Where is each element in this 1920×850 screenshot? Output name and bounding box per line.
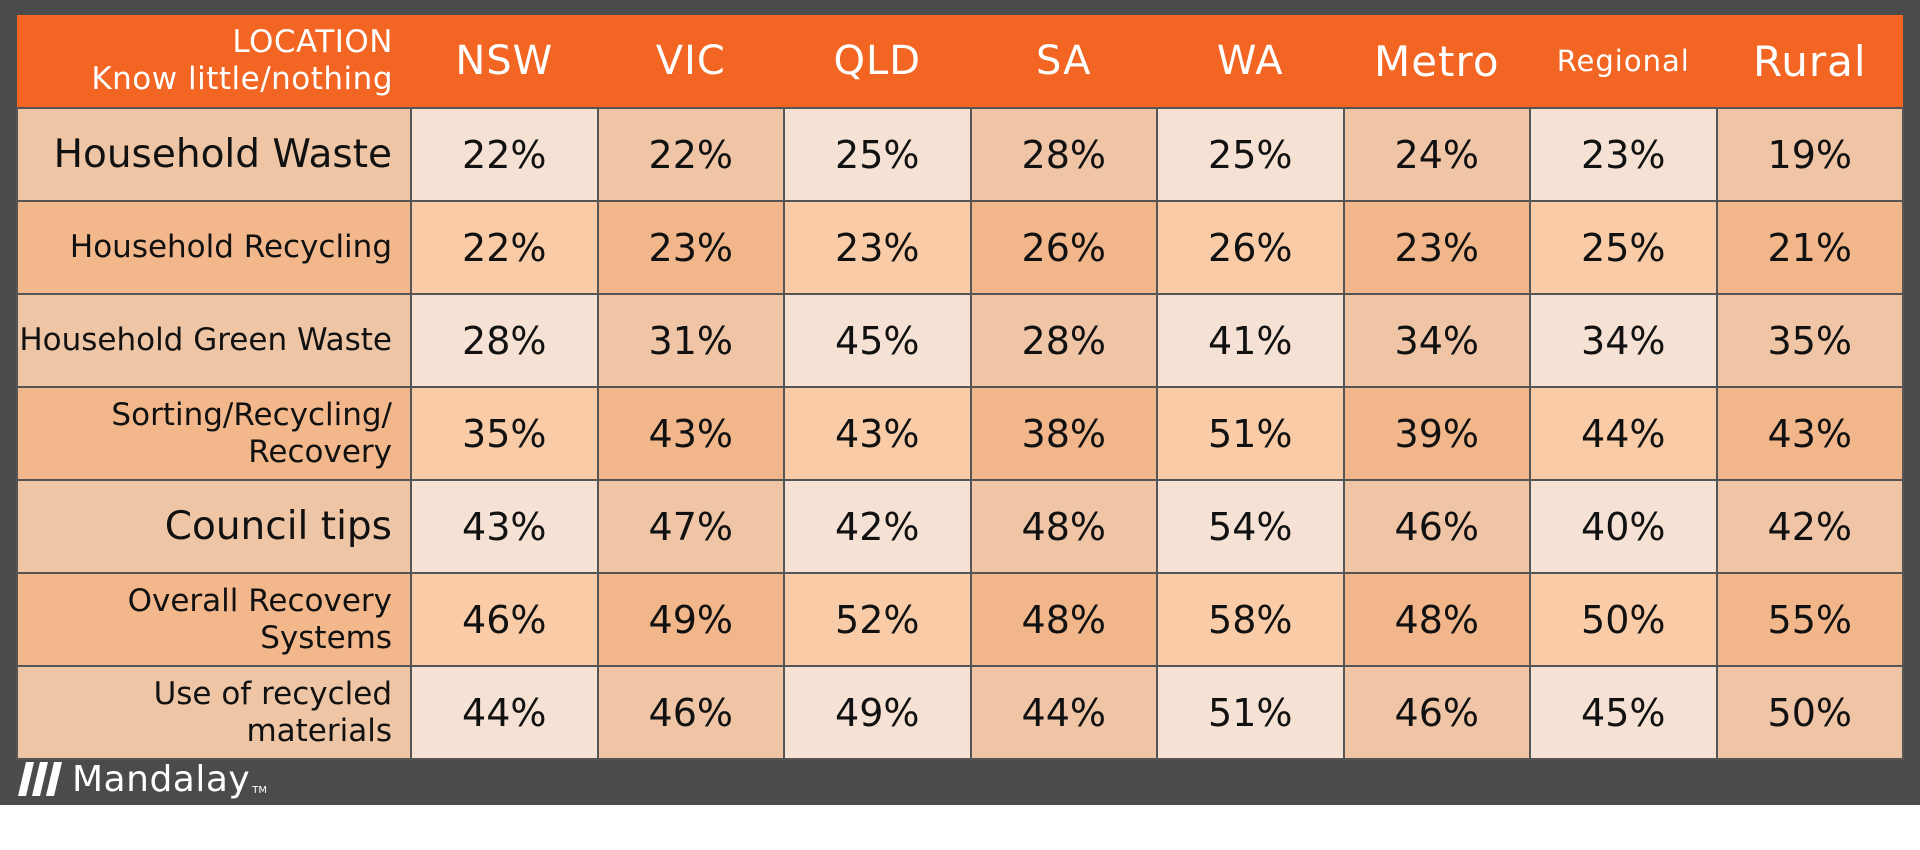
table-row: Overall Recovery Systems 46% 49% 52% 48% 58% 4… (16, 572, 1904, 667)
corner-line-metric: Know little/nothing (91, 61, 393, 97)
table-row: Household Waste 22% 22% 25% 28% 25% 24% 23% 19% (16, 107, 1904, 202)
table-row: Household Recycling 22% 23% 23% 26% 26% 23% 25%… (16, 200, 1904, 295)
column-header-sa: SA (970, 15, 1157, 108)
value-cell-vic: 31% (596, 293, 785, 388)
value-cell-metro: 24% (1342, 107, 1531, 202)
row-label: Use of recycled materials (16, 665, 412, 760)
table-row: Council tips 43% 47% 42% 48% 54% 46% 40% 42% (16, 479, 1904, 574)
value-cell-qld: 45% (783, 293, 972, 388)
row-label: Sorting/Recycling/ Recovery (16, 386, 412, 481)
value-cell-regional: 25% (1529, 200, 1718, 295)
value-cell-wa: 51% (1156, 386, 1345, 481)
value-cell-vic: 49% (596, 572, 785, 667)
value-cell-metro: 34% (1342, 293, 1531, 388)
value-cell-vic: 43% (596, 386, 785, 481)
value-cell-vic: 23% (596, 200, 785, 295)
value-cell-nsw: 35% (410, 386, 599, 481)
corner-line-location: LOCATION (232, 24, 393, 60)
value-cell-sa: 38% (969, 386, 1158, 481)
data-table: LOCATION Know little/nothing NSW VIC QLD… (16, 15, 1904, 760)
value-cell-qld: 43% (783, 386, 972, 481)
value-cell-rural: 50% (1715, 665, 1904, 760)
value-cell-rural: 55% (1715, 572, 1904, 667)
value-cell-metro: 23% (1342, 200, 1531, 295)
value-cell-sa: 28% (969, 107, 1158, 202)
value-cell-nsw: 43% (410, 479, 599, 574)
logo-trademark: TM (252, 785, 267, 796)
value-cell-qld: 49% (783, 665, 972, 760)
mandalay-logo: Mandalay TM (18, 758, 267, 800)
row-label: Council tips (16, 479, 412, 574)
value-cell-wa: 54% (1156, 479, 1345, 574)
column-header-vic: VIC (597, 15, 784, 108)
row-label: Household Green Waste (16, 293, 412, 388)
value-cell-sa: 48% (969, 479, 1158, 574)
value-cell-wa: 58% (1156, 572, 1345, 667)
table-row: Use of recycled materials 44% 46% 49% 44% 51%… (16, 665, 1904, 760)
value-cell-rural: 19% (1715, 107, 1904, 202)
value-cell-nsw: 22% (410, 107, 599, 202)
value-cell-nsw: 22% (410, 200, 599, 295)
table-row: Sorting/Recycling/ Recovery 35% 43% 43% 38% 5… (16, 386, 1904, 481)
value-cell-metro: 39% (1342, 386, 1531, 481)
column-header-qld: QLD (784, 15, 971, 108)
value-cell-metro: 46% (1342, 479, 1531, 574)
value-cell-regional: 34% (1529, 293, 1718, 388)
value-cell-nsw: 44% (410, 665, 599, 760)
value-cell-metro: 46% (1342, 665, 1531, 760)
value-cell-qld: 52% (783, 572, 972, 667)
mandalay-slashes-icon (18, 762, 62, 796)
value-cell-qld: 42% (783, 479, 972, 574)
value-cell-regional: 23% (1529, 107, 1718, 202)
table-frame: LOCATION Know little/nothing NSW VIC QLD… (0, 0, 1920, 805)
value-cell-sa: 48% (969, 572, 1158, 667)
row-label: Household Waste (16, 107, 412, 202)
table-row: Household Green Waste 28% 31% 45% 28% 41% 34% 3… (16, 293, 1904, 388)
value-cell-vic: 22% (596, 107, 785, 202)
value-cell-regional: 50% (1529, 572, 1718, 667)
value-cell-regional: 45% (1529, 665, 1718, 760)
value-cell-rural: 21% (1715, 200, 1904, 295)
value-cell-regional: 44% (1529, 386, 1718, 481)
column-header-rural: Rural (1716, 15, 1903, 108)
value-cell-wa: 25% (1156, 107, 1345, 202)
column-header-metro: Metro (1343, 15, 1530, 108)
value-cell-rural: 42% (1715, 479, 1904, 574)
corner-header: LOCATION Know little/nothing (17, 15, 411, 108)
table-body: Household Waste 22% 22% 25% 28% 25% 24% 23% 19% H… (16, 107, 1904, 760)
column-header-wa: WA (1157, 15, 1344, 108)
row-label: Overall Recovery Systems (16, 572, 412, 667)
value-cell-rural: 43% (1715, 386, 1904, 481)
value-cell-nsw: 28% (410, 293, 599, 388)
value-cell-wa: 41% (1156, 293, 1345, 388)
value-cell-wa: 51% (1156, 665, 1345, 760)
value-cell-sa: 26% (969, 200, 1158, 295)
value-cell-sa: 44% (969, 665, 1158, 760)
value-cell-rural: 35% (1715, 293, 1904, 388)
value-cell-wa: 26% (1156, 200, 1345, 295)
logo-text: Mandalay (72, 758, 251, 800)
value-cell-vic: 46% (596, 665, 785, 760)
header-row: LOCATION Know little/nothing NSW VIC QLD… (17, 15, 1903, 108)
value-cell-qld: 23% (783, 200, 972, 295)
value-cell-nsw: 46% (410, 572, 599, 667)
row-label: Household Recycling (16, 200, 412, 295)
value-cell-qld: 25% (783, 107, 972, 202)
column-header-nsw: NSW (411, 15, 598, 108)
value-cell-sa: 28% (969, 293, 1158, 388)
value-cell-regional: 40% (1529, 479, 1718, 574)
value-cell-vic: 47% (596, 479, 785, 574)
column-header-regional: Regional (1530, 15, 1717, 108)
value-cell-metro: 48% (1342, 572, 1531, 667)
